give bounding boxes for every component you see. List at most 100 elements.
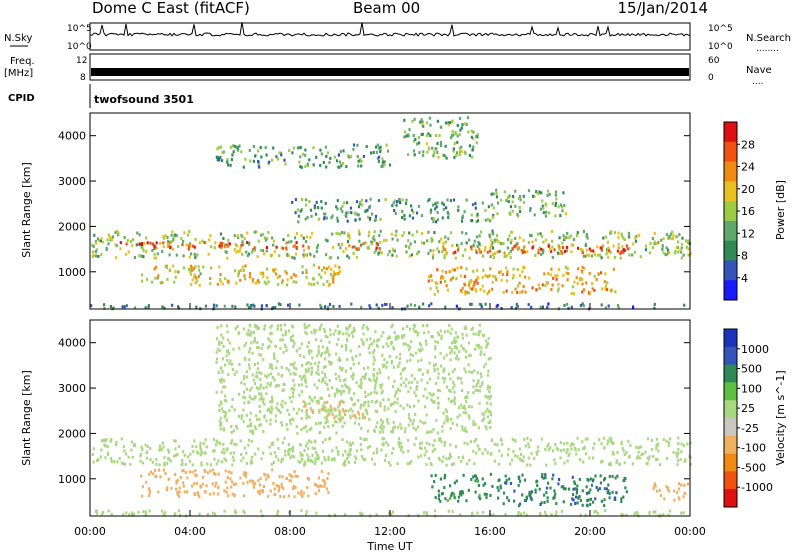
heatmap-cell (155, 457, 158, 461)
heatmap-cell (408, 128, 411, 132)
heatmap-cell (255, 230, 258, 234)
heatmap-cell (551, 239, 554, 243)
heatmap-cell (276, 157, 279, 161)
heatmap-cell (324, 409, 327, 413)
heatmap-cell (489, 267, 492, 271)
heatmap-cell (257, 278, 260, 282)
heatmap-cell (542, 476, 545, 480)
heatmap-cell (186, 490, 189, 494)
heatmap-cell (471, 326, 474, 330)
heatmap-cell (413, 117, 416, 121)
heatmap-cell (483, 416, 486, 420)
heatmap-cell (326, 383, 329, 387)
heatmap-cell (394, 391, 398, 395)
heatmap-cell (228, 341, 231, 345)
heatmap-cell (271, 367, 274, 371)
heatmap-cell (582, 304, 585, 308)
heatmap-cell (513, 489, 516, 493)
heatmap-cell (95, 509, 98, 513)
heatmap-cell (441, 460, 444, 463)
heatmap-cell (437, 250, 441, 254)
heatmap-cell (350, 331, 353, 335)
heatmap-cell (227, 373, 230, 377)
heatmap-cell (189, 268, 192, 272)
heatmap-cell (418, 349, 421, 353)
heatmap-cell (475, 343, 478, 347)
heatmap-cell (455, 479, 458, 483)
heatmap-cell (92, 460, 95, 464)
heatmap-cell (335, 159, 339, 163)
heatmap-cell (554, 201, 557, 205)
heatmap-cell (682, 495, 685, 499)
heatmap-cell (550, 249, 553, 253)
heatmap-cell (249, 411, 252, 415)
heatmap-cell (646, 437, 650, 441)
heatmap-cell (121, 305, 124, 309)
heatmap-cell (354, 218, 357, 222)
heatmap-cell (287, 240, 290, 244)
heatmap-cell (157, 274, 160, 278)
heatmap-cell (486, 217, 490, 221)
heatmap-cell (581, 440, 584, 444)
heatmap-cell (521, 290, 524, 294)
heatmap-cell (573, 482, 576, 486)
heatmap-cell (218, 265, 221, 269)
heatmap-cell (440, 334, 443, 338)
heatmap-cell (309, 208, 313, 212)
heatmap-cell (370, 391, 373, 395)
heatmap-cell (95, 248, 98, 252)
heatmap-cell (465, 123, 468, 126)
heatmap-cell (544, 448, 547, 452)
heatmap-cell (327, 265, 330, 269)
heatmap-cell (382, 330, 385, 334)
colorbar-tick-label: -100 (741, 442, 766, 455)
heatmap-cell (161, 281, 164, 285)
heatmap-cell (399, 383, 403, 387)
heatmap-cell (213, 306, 216, 310)
heatmap-cell (140, 254, 143, 258)
heatmap-cell (392, 447, 395, 451)
heatmap-cell (527, 456, 530, 460)
heatmap-cell (685, 245, 688, 249)
heatmap-cell (169, 246, 172, 249)
heatmap-cell (210, 266, 213, 270)
heatmap-cell (261, 249, 264, 252)
heatmap-cell (470, 279, 473, 283)
heatmap-cell (535, 190, 538, 194)
heatmap-cell (445, 463, 448, 467)
heatmap-cell (147, 304, 150, 308)
heatmap-cell (453, 268, 456, 272)
colorbar-tick-label: -25 (741, 422, 759, 435)
heatmap-cell (602, 236, 605, 240)
heatmap-cell (426, 150, 429, 154)
heatmap-cell (474, 422, 477, 426)
heatmap-cell (509, 205, 512, 209)
heatmap-cell (358, 217, 361, 221)
heatmap-cell (294, 372, 297, 376)
heatmap-cell (371, 400, 374, 403)
heatmap-cell (345, 331, 348, 335)
heatmap-cell (619, 252, 622, 256)
heatmap-cell (381, 164, 384, 168)
heatmap-cell (223, 415, 226, 419)
heatmap-cell (328, 161, 331, 164)
heatmap-cell (214, 472, 217, 476)
heatmap-cell (418, 305, 421, 309)
heatmap-cell (276, 509, 280, 513)
heatmap-cell (441, 492, 444, 496)
heatmap-cell (379, 229, 382, 233)
heatmap-cell (318, 410, 321, 414)
heatmap-cell (372, 451, 375, 455)
heatmap-cell (215, 304, 218, 308)
colorbar-tick-label: 1000 (741, 343, 769, 356)
heatmap-cell (249, 159, 252, 163)
heatmap-cell (164, 510, 167, 514)
colorbar-swatch (724, 435, 737, 455)
heatmap-cell (349, 367, 353, 371)
heatmap-cell (122, 445, 125, 449)
heatmap-cell (106, 238, 109, 242)
heatmap-cell (613, 231, 616, 235)
heatmap-cell (526, 436, 529, 440)
colorbar-swatch (724, 329, 737, 348)
